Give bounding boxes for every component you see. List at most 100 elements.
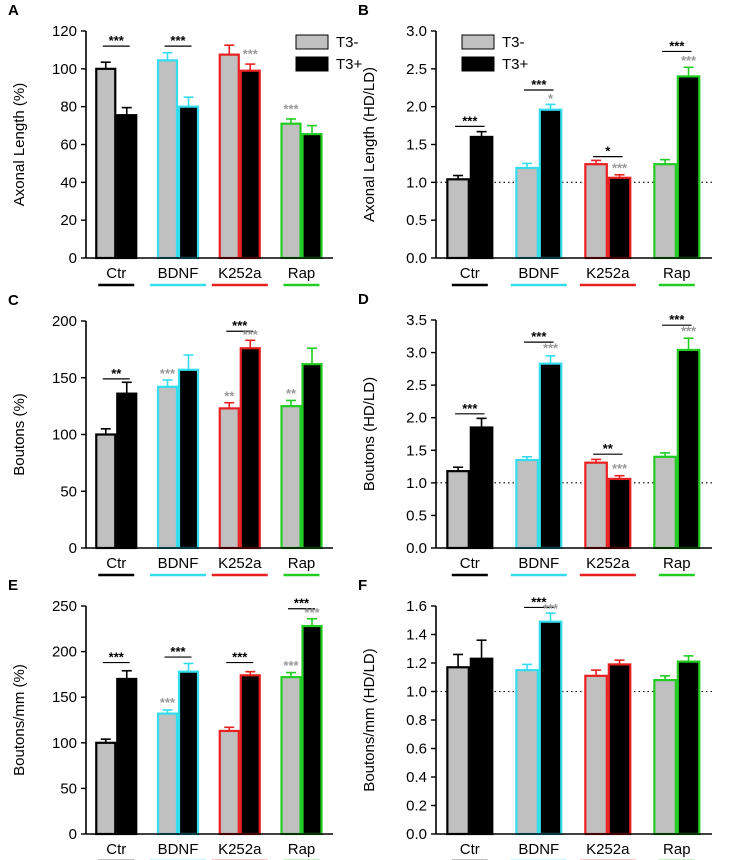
y-axis-label: Boutons/mm (HD/LD) xyxy=(361,648,378,791)
x-tick-label: K252a xyxy=(586,841,630,858)
bar-t3minus xyxy=(156,59,179,260)
x-tick-label: BDNF xyxy=(518,265,559,282)
y-tick-label: 3.0 xyxy=(406,345,427,362)
y-tick-label: 0.8 xyxy=(406,712,427,729)
legend-label: T3+ xyxy=(502,56,529,73)
y-tick-label: 0.0 xyxy=(406,540,427,557)
x-tick-label: Rap xyxy=(663,841,691,858)
x-tick-label: Ctr xyxy=(460,841,480,858)
y-tick-label: 60 xyxy=(60,137,77,154)
bar-t3minus xyxy=(156,385,179,550)
significance-stars-gray: *** xyxy=(612,461,628,476)
significance-stars-gray: *** xyxy=(681,324,697,339)
bar-t3plus xyxy=(239,674,261,836)
x-tick-label: Rap xyxy=(288,841,316,858)
bar-t3plus xyxy=(538,362,563,550)
y-axis-label: Axonal Length (HD/LD) xyxy=(361,67,378,222)
x-tick-label: BDNF xyxy=(518,555,559,572)
y-tick-label: 0.5 xyxy=(406,212,427,229)
y-tick-label: 200 xyxy=(52,644,77,661)
y-tick-label: 2.5 xyxy=(406,61,427,78)
y-tick-label: 1.0 xyxy=(406,475,427,492)
y-tick-label: 1.0 xyxy=(406,684,427,701)
significance-stars: *** xyxy=(462,113,478,128)
bar-t3minus xyxy=(446,470,470,550)
significance-stars: *** xyxy=(531,594,547,609)
y-tick-label: 250 xyxy=(52,598,77,615)
x-tick-label: K252a xyxy=(218,265,262,282)
bar-t3plus xyxy=(469,657,494,836)
x-tick-label: Ctr xyxy=(460,265,480,282)
bar-t3minus xyxy=(218,53,240,260)
significance-stars-gray: ** xyxy=(286,386,297,401)
bar-t3minus xyxy=(95,67,117,260)
y-tick-label: 150 xyxy=(52,370,77,387)
x-tick-label: Ctr xyxy=(106,555,126,572)
legend-label: T3- xyxy=(336,34,359,51)
bar-t3minus xyxy=(95,433,117,550)
bar-t3plus xyxy=(538,620,563,836)
bar-t3plus xyxy=(301,132,323,260)
panel-letter: C xyxy=(8,292,19,309)
x-tick-label: BDNF xyxy=(158,555,199,572)
bar-t3plus xyxy=(469,426,494,550)
bar-t3plus xyxy=(676,660,701,836)
y-tick-label: 0.0 xyxy=(406,250,427,267)
bar-t3plus xyxy=(301,624,323,836)
significance-stars-gray: *** xyxy=(243,327,259,342)
y-tick-label: 0.6 xyxy=(406,741,427,758)
bar-t3minus xyxy=(218,407,240,550)
bar-t3plus xyxy=(607,176,632,260)
bar-t3plus xyxy=(177,105,200,260)
significance-stars: *** xyxy=(669,312,685,327)
bar-t3minus xyxy=(280,676,302,836)
x-tick-label: BDNF xyxy=(518,841,559,858)
significance-stars: *** xyxy=(232,318,248,333)
significance-stars: *** xyxy=(170,33,186,48)
panel-letter: F xyxy=(358,577,367,594)
significance-stars-gray: ** xyxy=(224,388,235,403)
y-tick-label: 0 xyxy=(69,826,77,843)
bar-t3minus xyxy=(584,461,608,550)
x-tick-label: Ctr xyxy=(106,841,126,858)
bar-t3minus xyxy=(446,178,470,260)
y-tick-label: 1.6 xyxy=(406,598,427,615)
significance-stars: *** xyxy=(232,650,248,665)
bar-t3minus xyxy=(515,458,539,550)
panel-letter: E xyxy=(8,577,18,594)
y-tick-label: 150 xyxy=(52,689,77,706)
y-tick-label: 1.4 xyxy=(406,627,427,644)
x-tick-label: Rap xyxy=(663,265,691,282)
panel-d: D 0.0 0.5 1.0 1.5 2.0 2.5 3.0 3.5 Boutons (HD/LD)… xyxy=(358,291,712,577)
panel-c: C 0 50 100 150 200 Boutons (%) Ctr BDNF K252a Rap *… xyxy=(8,292,333,577)
legend-swatch xyxy=(295,34,329,50)
significance-stars: *** xyxy=(531,77,547,92)
y-axis-label: Boutons (%) xyxy=(11,393,28,476)
x-tick-label: Rap xyxy=(663,555,691,572)
panel-letter: A xyxy=(8,2,19,19)
significance-stars-gray: *** xyxy=(543,341,559,356)
bar-t3plus xyxy=(177,670,200,836)
significance-stars: * xyxy=(605,144,611,159)
y-tick-label: 20 xyxy=(60,212,77,229)
panel-letter: B xyxy=(358,2,369,19)
y-axis-label: Boutons/mm (%) xyxy=(11,664,28,776)
x-tick-label: K252a xyxy=(586,555,630,572)
significance-stars-gray: *** xyxy=(543,601,559,616)
x-tick-label: Ctr xyxy=(106,265,126,282)
bar-t3plus xyxy=(607,477,632,550)
significance-stars-gray: *** xyxy=(243,46,259,61)
y-tick-label: 1.0 xyxy=(406,174,427,191)
y-tick-label: 0 xyxy=(69,250,77,267)
y-tick-label: 50 xyxy=(60,780,77,797)
x-tick-label: Rap xyxy=(288,265,316,282)
bar-t3minus xyxy=(156,712,179,836)
bar-t3plus xyxy=(239,347,261,550)
bar-t3minus xyxy=(280,405,302,550)
significance-stars-gray: *** xyxy=(283,101,299,116)
significance-stars: ** xyxy=(111,366,122,381)
bar-t3plus xyxy=(676,348,701,550)
significance-stars-gray: *** xyxy=(681,53,697,68)
legend-swatch xyxy=(295,56,329,72)
